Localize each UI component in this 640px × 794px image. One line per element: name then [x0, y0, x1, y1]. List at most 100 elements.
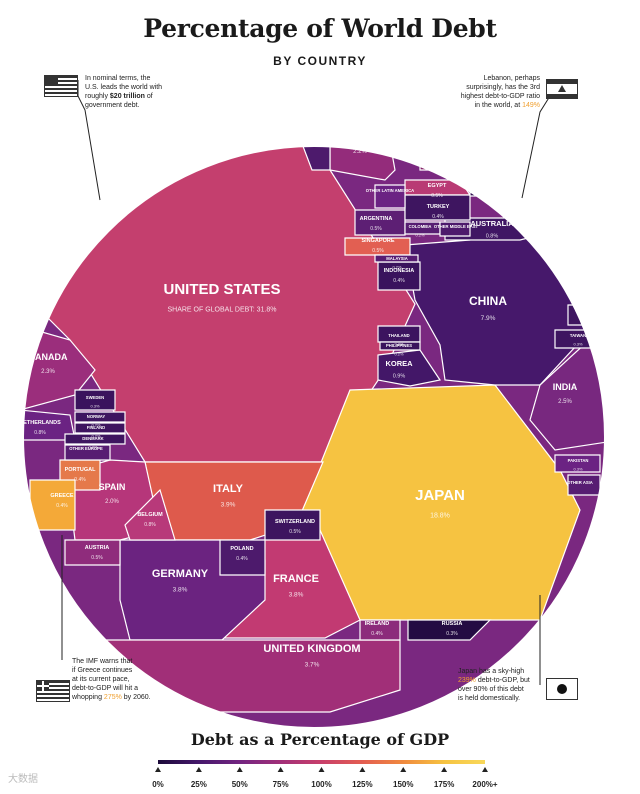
cell-value-iran: 0.2%: [482, 193, 492, 198]
cell-value-argentina: 0.5%: [370, 226, 382, 232]
cell-value-austria: 0.5%: [91, 555, 103, 561]
cell-label-iraq: IRAQ: [481, 175, 492, 180]
cell-label-sweden: SWEDEN: [86, 395, 104, 400]
cell-denmark: [64, 433, 126, 445]
legend-tick-label: 100%: [311, 780, 331, 789]
cell-label-philippines: PHILIPPINES: [386, 343, 412, 348]
cell-value-korea: 0.9%: [393, 374, 406, 380]
cell-other-middle-east: [439, 221, 471, 237]
cell-value-iraq: 0.2%: [481, 183, 491, 188]
cell-value-china: 7.9%: [481, 315, 496, 322]
cell-value-united-kingdom: 3.7%: [305, 662, 320, 669]
cell-value-united-states: SHARE OF GLOBAL DEBT: 31.8%: [167, 306, 276, 313]
cell-value-switzerland: 0.5%: [289, 529, 301, 535]
cell-value-germany: 3.8%: [173, 587, 188, 594]
legend-tick-marker: [482, 767, 488, 772]
cell-label-russia: RUSSIA: [442, 621, 463, 627]
cell-value-belgium: 0.8%: [144, 522, 156, 528]
cell-label-south-africa: SOUTH AFRICA: [398, 131, 429, 136]
cell-label-other-europe: OTHER EUROPE: [69, 446, 103, 451]
cell-value-singapore: 0.5%: [372, 248, 384, 254]
cell-label-mexico: MEXICO: [297, 116, 327, 125]
cell-value-taiwan: 0.3%: [573, 341, 583, 346]
cell-value-malaysia: 0.2%: [392, 264, 402, 269]
cell-label-other-middle-east: OTHER MIDDLE EAST: [434, 224, 479, 229]
cell-label-norway: NORWAY: [87, 414, 106, 419]
cell-label-united-kingdom: UNITED KINGDOM: [263, 643, 360, 655]
cell-value-indonesia: 0.4%: [393, 278, 405, 284]
cell-value-spain: 2.0%: [105, 499, 119, 505]
cell-value-egypt: 0.5%: [431, 193, 443, 199]
legend-tick-label: 75%: [273, 780, 289, 789]
cell-value-pakistan: 0.3%: [573, 466, 583, 471]
cell-label-finland: FINLAND: [87, 425, 105, 430]
legend-gradient-bar: [158, 760, 485, 764]
cell-label-ireland: IRELAND: [365, 621, 389, 627]
lebanon-note: Lebanon, perhaps surprisingly, has the 3…: [460, 75, 540, 109]
cell-value-mexico: 1.0%: [306, 131, 319, 137]
cell-label-colombia: COLOMBIA: [409, 224, 432, 229]
cell-label-brazil: BRAZIL: [344, 132, 377, 142]
cell-value-south-africa: 0.2%: [409, 139, 419, 144]
cell-label-japan: JAPAN: [415, 487, 465, 504]
cell-korea: [377, 349, 441, 387]
cell-turkey: [404, 194, 471, 221]
cell-label-turkey: TURKEY: [427, 204, 450, 210]
cell-label-italy: ITALY: [213, 483, 244, 495]
cell-label-other-asia: OTHER ASIA: [567, 480, 593, 485]
cell-label-greece: GREECE: [50, 493, 74, 499]
cell-belgium: [124, 488, 176, 541]
cell-value-turkey: 0.4%: [432, 214, 444, 220]
cell-switzerland: [264, 509, 321, 541]
cell-value-russia: 0.3%: [446, 631, 458, 637]
cell-value-denmark: 0.2%: [88, 444, 98, 449]
usa-flag-icon: [44, 75, 78, 97]
cell-austria: [64, 539, 121, 566]
cell-other-latin-america: [374, 184, 406, 209]
cell-label-rest-of-africa: REST OF AFRICA: [420, 152, 455, 157]
cell-value-thailand: 0.3%: [394, 341, 404, 346]
cell-label-austria: AUSTRIA: [85, 545, 109, 551]
cell-pakistan: [554, 454, 601, 473]
legend-tick-marker: [400, 767, 407, 772]
legend-tick-marker: [359, 767, 366, 772]
cell-label-poland: POLAND: [230, 546, 253, 552]
cell-value-australia: 0.8%: [486, 234, 499, 240]
cell-sweden: [74, 389, 116, 411]
cell-value-ireland: 0.4%: [371, 631, 383, 637]
cell-label-singapore: SINGAPORE: [361, 238, 394, 244]
cell-value-canada: 2.3%: [41, 369, 55, 375]
legend-tick-marker: [195, 767, 202, 772]
cell-value-netherlands: 0.8%: [34, 430, 46, 436]
cell-label-spain: SPAIN: [99, 482, 126, 492]
cell-label-australia: AUSTRALIA: [470, 219, 514, 228]
cell-other-asia: [567, 474, 601, 496]
cell-philippines: [379, 341, 421, 351]
cell-label-china: CHINA: [469, 294, 507, 308]
cell-value-vietnam: 0.2%: [579, 316, 589, 321]
cell-value-poland: 0.4%: [236, 556, 248, 562]
cell-norway: [74, 411, 126, 423]
cell-label-argentina: ARGENTINA: [360, 216, 393, 222]
usa-note: In nominal terms, the U.S. leads the wor…: [85, 75, 163, 109]
watermark: 大数据: [8, 774, 38, 785]
cell-malaysia: [374, 254, 419, 263]
chart-subtitle: BY COUNTRY: [273, 54, 367, 68]
cell-poland: [219, 539, 266, 576]
cell-label-iran: IRAN: [482, 185, 492, 190]
legend-tick-marker: [441, 767, 448, 772]
chart-title: Percentage of World Debt: [143, 14, 497, 43]
greece-flag-icon: [36, 680, 70, 702]
cell-label-switzerland: SWITZERLAND: [275, 519, 315, 525]
cell-label-canada: CANADA: [29, 352, 68, 362]
cell-ireland: [359, 619, 401, 641]
legend-tick-marker: [277, 767, 284, 772]
cell-label-france: FRANCE: [273, 573, 319, 585]
legend-tick-label: 200%+: [472, 780, 497, 789]
legend-tick-label: 0%: [152, 780, 164, 789]
cell-label-united-states: UNITED STATES: [164, 281, 281, 298]
cell-value-brazil: 2.2%: [353, 149, 367, 155]
cell-label-korea: KOREA: [385, 359, 413, 368]
cell-value-japan: 18.8%: [430, 512, 450, 519]
